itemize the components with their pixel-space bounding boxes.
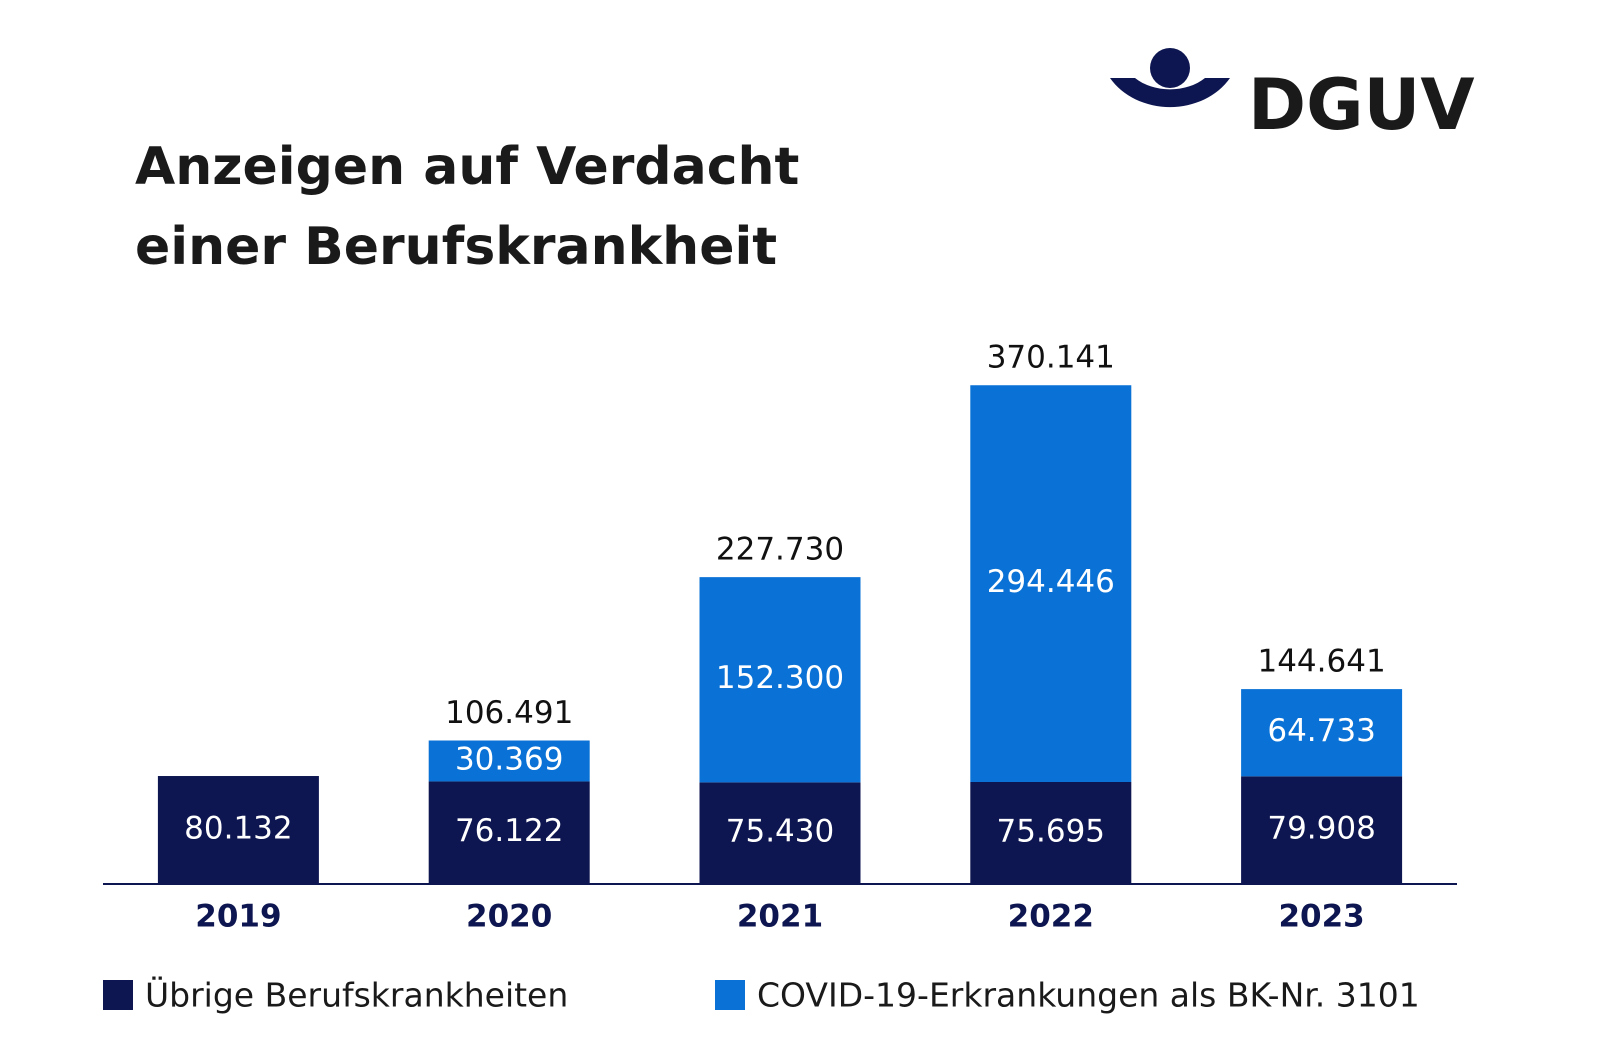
- legend-swatch: [103, 980, 133, 1010]
- x-tick-label: 2023: [1278, 899, 1364, 935]
- bar-segment: [157, 776, 319, 884]
- bar-segment: [1241, 776, 1403, 884]
- x-tick-label: 2020: [466, 899, 552, 935]
- bar-segment: [1241, 689, 1403, 777]
- value-label: 79.908: [1267, 811, 1375, 847]
- bar-segment: [970, 385, 1132, 783]
- value-label: 64.733: [1267, 713, 1375, 749]
- legend-label: COVID-19-Erkrankungen als BK-Nr. 3101: [757, 976, 1420, 1015]
- chart-title: Anzeigen auf Verdacht: [135, 137, 799, 197]
- bar-segment: [428, 781, 590, 884]
- x-tick-label: 2022: [1008, 899, 1094, 935]
- legend-swatch: [715, 980, 745, 1010]
- value-label: 75.430: [726, 814, 834, 850]
- value-label: 75.695: [997, 814, 1105, 850]
- logo-dot: [1150, 48, 1190, 88]
- logo: DGUV: [1110, 48, 1475, 146]
- x-tick-label: 2021: [737, 899, 823, 935]
- bar-segment: [699, 782, 861, 884]
- total-label: 227.730: [716, 532, 844, 568]
- chart-title: einer Berufskrankheit: [135, 217, 777, 277]
- value-label: 152.300: [716, 660, 844, 696]
- value-label: 80.132: [184, 811, 292, 847]
- value-label: 30.369: [455, 741, 563, 777]
- logo-arc: [1110, 78, 1230, 108]
- legend-label: Übrige Berufskrankheiten: [145, 975, 568, 1015]
- total-label: 370.141: [987, 340, 1115, 376]
- value-label: 76.122: [455, 813, 563, 849]
- total-label: 106.491: [445, 695, 573, 731]
- logo-text: DGUV: [1248, 64, 1475, 146]
- x-tick-label: 2019: [195, 899, 281, 935]
- bar-segment: [428, 740, 590, 782]
- value-label: 294.446: [987, 564, 1115, 600]
- total-label: 144.641: [1257, 644, 1385, 680]
- bar-segment: [970, 782, 1132, 884]
- bar-segment: [699, 577, 861, 783]
